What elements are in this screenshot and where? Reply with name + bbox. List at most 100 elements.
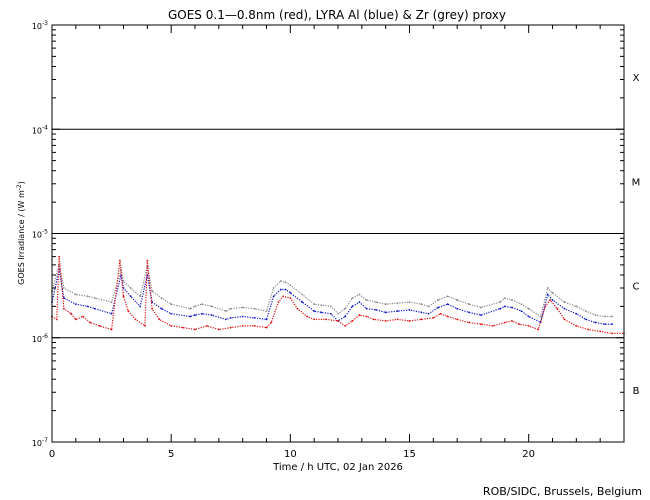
data-point	[127, 310, 130, 313]
data-point	[351, 305, 354, 308]
y-tick-label: 10-3	[32, 20, 48, 31]
credit-text: ROB/SIDC, Brussels, Belgium	[483, 485, 642, 498]
data-point	[151, 307, 154, 310]
data-point	[351, 320, 354, 322]
data-point	[70, 312, 72, 315]
data-point	[279, 288, 282, 291]
y-tick-label: 10-7	[32, 437, 48, 448]
data-point	[384, 303, 387, 306]
data-point	[520, 303, 523, 306]
data-point	[358, 293, 361, 296]
data-point	[170, 324, 173, 327]
data-point	[539, 315, 542, 318]
data-point	[396, 302, 399, 304]
data-point	[160, 307, 163, 310]
data-point	[229, 307, 232, 310]
data-point	[527, 315, 530, 318]
data-point	[86, 295, 89, 298]
data-point	[358, 314, 361, 316]
data-point	[320, 304, 323, 307]
data-point	[55, 318, 58, 321]
data-point	[563, 307, 566, 310]
data-point	[313, 303, 316, 306]
data-point	[189, 307, 192, 310]
data-point	[480, 323, 482, 326]
data-point	[277, 301, 280, 303]
data-point	[396, 310, 399, 313]
data-point	[94, 297, 96, 300]
data-point	[427, 312, 430, 315]
y-axis-label: GOES Irradiance / (W m-2)	[16, 181, 26, 285]
data-point	[611, 315, 613, 318]
data-point	[420, 311, 423, 314]
data-point	[94, 307, 96, 310]
data-point	[437, 306, 439, 309]
data-point	[544, 305, 547, 308]
flare-class-label-c: C	[633, 282, 640, 293]
data-point	[206, 324, 208, 327]
data-point	[556, 307, 559, 310]
data-point	[575, 312, 578, 315]
x-tick-label: 10	[284, 449, 297, 460]
data-point	[384, 311, 387, 314]
data-point	[396, 318, 399, 321]
data-point	[365, 315, 368, 318]
y-axis: 10-3 10-4 10-5 10-6 10-7	[32, 20, 624, 448]
data-point	[122, 295, 125, 298]
data-point	[284, 281, 287, 284]
data-point	[372, 318, 375, 321]
data-point	[337, 312, 339, 315]
data-point	[594, 314, 597, 316]
data-point	[575, 324, 578, 327]
data-point	[546, 293, 549, 296]
data-point	[74, 303, 77, 306]
data-point	[189, 315, 192, 318]
data-point	[439, 312, 442, 315]
data-point	[344, 307, 347, 310]
data-point	[210, 314, 213, 316]
chart-title: GOES 0.1—0.8nm (red), LYRA Al (blue) & Z…	[168, 8, 506, 22]
data-point	[110, 301, 113, 303]
data-point	[503, 321, 506, 324]
data-point	[241, 306, 244, 309]
data-point	[549, 299, 552, 301]
data-point	[420, 303, 423, 306]
y-tick-label: 10-5	[32, 229, 48, 240]
data-point	[139, 305, 142, 308]
data-point	[301, 293, 304, 296]
data-point	[151, 301, 154, 303]
data-point	[551, 291, 554, 294]
data-point	[587, 328, 590, 331]
data-point	[229, 326, 232, 329]
data-point	[63, 307, 65, 310]
data-point	[313, 310, 316, 313]
y-tick-label: 10-6	[32, 333, 48, 344]
data-point	[265, 326, 268, 329]
data-point	[270, 321, 273, 324]
data-point	[144, 324, 146, 327]
data-point	[289, 291, 292, 294]
data-point	[446, 315, 449, 318]
data-point	[110, 328, 113, 331]
data-point	[375, 308, 378, 311]
data-point	[456, 299, 459, 301]
flare-threshold-lines	[52, 128, 624, 339]
data-point	[351, 297, 354, 300]
data-point	[272, 287, 275, 289]
data-point	[594, 321, 597, 324]
data-point	[296, 307, 299, 310]
data-point	[604, 323, 606, 326]
data-point	[599, 330, 602, 333]
data-point	[253, 317, 256, 319]
y-tick-label: 10-4	[32, 124, 48, 135]
data-point	[480, 314, 482, 316]
data-point	[110, 312, 113, 315]
data-point	[151, 290, 154, 293]
data-point	[229, 317, 232, 319]
x-tick-label: 5	[168, 449, 174, 460]
data-point	[511, 299, 513, 301]
data-point	[518, 323, 521, 326]
data-point	[129, 295, 132, 298]
data-point	[456, 318, 459, 321]
